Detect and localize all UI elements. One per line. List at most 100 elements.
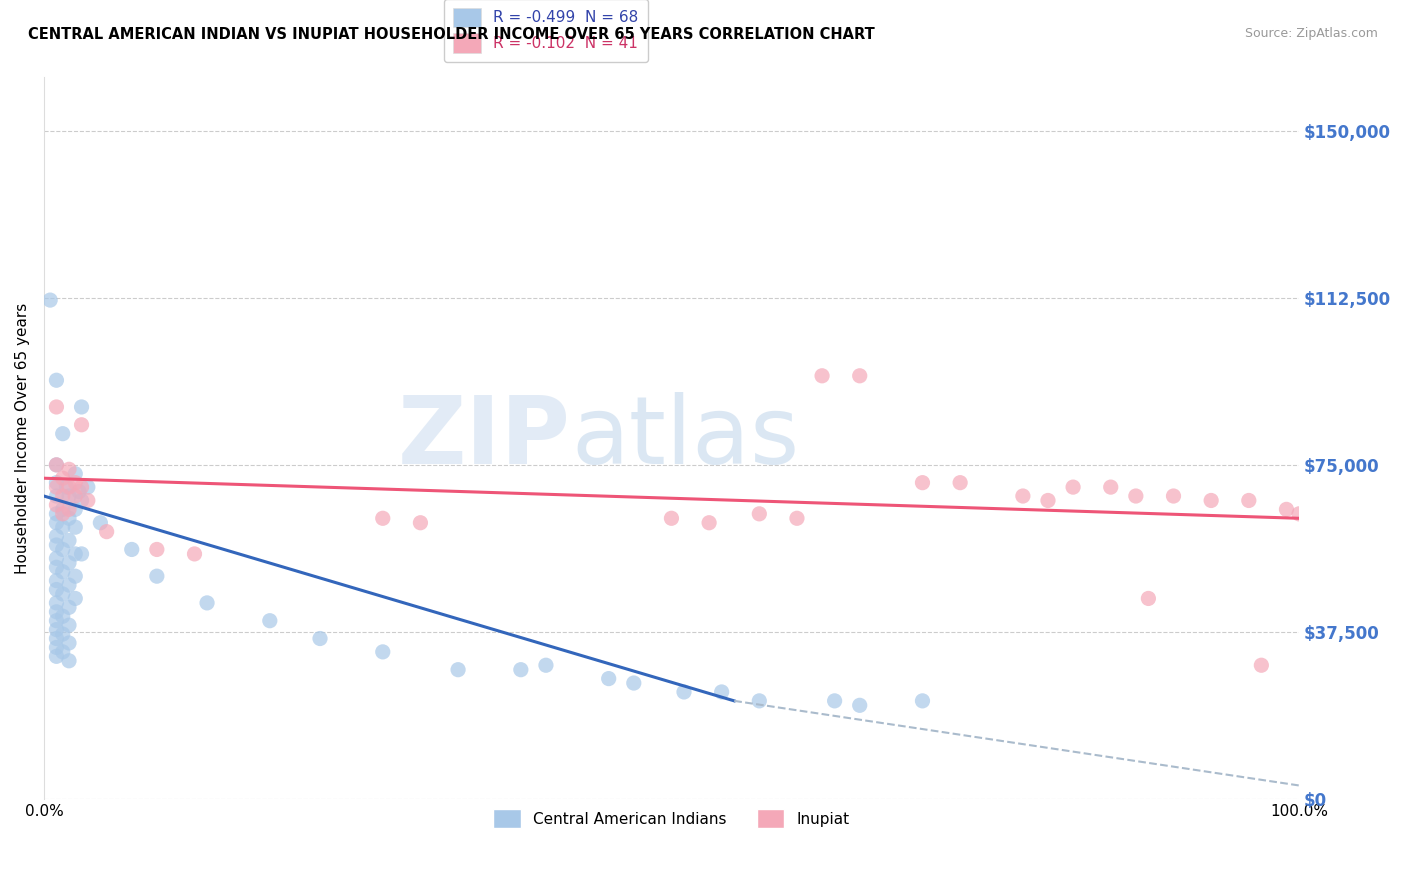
Point <box>1036 493 1059 508</box>
Point <box>70 480 93 494</box>
Point <box>65 569 87 583</box>
Point <box>45 632 67 646</box>
Point <box>52 426 75 441</box>
Point <box>58 636 80 650</box>
Point <box>45 605 67 619</box>
Point <box>58 533 80 548</box>
Point <box>146 569 169 583</box>
Point <box>409 516 432 530</box>
Point <box>371 645 394 659</box>
Point <box>52 502 75 516</box>
Point <box>45 529 67 543</box>
Point <box>52 609 75 624</box>
Point <box>195 596 218 610</box>
Point <box>45 596 67 610</box>
Text: Source: ZipAtlas.com: Source: ZipAtlas.com <box>1244 27 1378 40</box>
Point <box>1288 507 1310 521</box>
Point <box>1125 489 1147 503</box>
Point <box>55 480 77 494</box>
Point <box>672 685 695 699</box>
Point <box>52 565 75 579</box>
Point <box>309 632 332 646</box>
Point <box>824 694 846 708</box>
Point <box>1275 502 1298 516</box>
Point <box>58 600 80 615</box>
Point <box>58 502 80 516</box>
Point <box>52 627 75 641</box>
Point <box>70 400 93 414</box>
Point <box>52 471 75 485</box>
Point <box>623 676 645 690</box>
Point <box>58 480 80 494</box>
Point <box>52 587 75 601</box>
Point <box>76 493 98 508</box>
Point <box>1237 493 1260 508</box>
Point <box>58 462 80 476</box>
Point <box>259 614 281 628</box>
Point <box>52 507 75 521</box>
Point <box>748 507 770 521</box>
Point <box>70 493 93 508</box>
Point <box>121 542 143 557</box>
Point <box>911 694 934 708</box>
Point <box>70 417 93 432</box>
Point <box>65 591 87 606</box>
Point <box>45 480 67 494</box>
Point <box>58 578 80 592</box>
Point <box>45 574 67 588</box>
Point <box>661 511 683 525</box>
Point <box>39 293 62 307</box>
Point <box>509 663 531 677</box>
Point <box>45 640 67 655</box>
Point <box>1062 480 1084 494</box>
Point <box>848 698 870 713</box>
Point <box>1137 591 1160 606</box>
Point <box>58 654 80 668</box>
Point <box>1250 658 1272 673</box>
Point <box>89 516 111 530</box>
Point <box>45 538 67 552</box>
Text: ZIP: ZIP <box>398 392 571 484</box>
Point <box>183 547 205 561</box>
Point <box>1199 493 1222 508</box>
Point <box>45 458 67 472</box>
Point <box>58 511 80 525</box>
Point <box>911 475 934 490</box>
Point <box>1099 480 1122 494</box>
Point <box>748 694 770 708</box>
Point <box>1012 489 1035 503</box>
Point <box>65 502 87 516</box>
Text: CENTRAL AMERICAN INDIAN VS INUPIAT HOUSEHOLDER INCOME OVER 65 YEARS CORRELATION : CENTRAL AMERICAN INDIAN VS INUPIAT HOUSE… <box>28 27 875 42</box>
Point <box>45 400 67 414</box>
Point <box>45 623 67 637</box>
Point <box>45 458 67 472</box>
Point <box>65 547 87 561</box>
Point <box>534 658 557 673</box>
Point <box>70 547 93 561</box>
Point <box>1163 489 1185 503</box>
Point <box>598 672 620 686</box>
Point <box>52 542 75 557</box>
Point <box>45 551 67 566</box>
Point <box>58 556 80 570</box>
Point <box>45 373 67 387</box>
Point <box>45 489 67 503</box>
Point <box>710 685 733 699</box>
Legend: Central American Indians, Inupiat: Central American Indians, Inupiat <box>486 803 856 835</box>
Point <box>45 516 67 530</box>
Point <box>45 507 67 521</box>
Point <box>45 475 67 490</box>
Point <box>45 560 67 574</box>
Point <box>52 489 75 503</box>
Point <box>52 645 75 659</box>
Point <box>146 542 169 557</box>
Point <box>65 475 87 490</box>
Text: atlas: atlas <box>571 392 799 484</box>
Point <box>371 511 394 525</box>
Point <box>58 489 80 503</box>
Point <box>811 368 834 383</box>
Point <box>447 663 470 677</box>
Point <box>58 618 80 632</box>
Point <box>76 480 98 494</box>
Point <box>65 520 87 534</box>
